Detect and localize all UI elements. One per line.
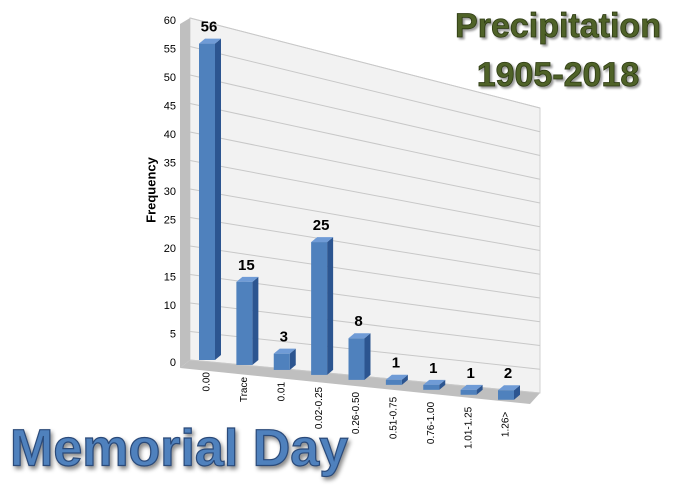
bar bbox=[273, 353, 290, 370]
y-axis-label: Frequency bbox=[143, 156, 158, 223]
x-tick-label: 0.02-0.25 bbox=[314, 386, 325, 429]
grid-line bbox=[189, 74, 541, 156]
bar bbox=[385, 379, 402, 385]
bar-side bbox=[364, 333, 371, 380]
y-tick-label: 50 bbox=[164, 72, 176, 84]
bar bbox=[311, 242, 328, 375]
bar-side bbox=[252, 276, 259, 365]
value-label: 3 bbox=[280, 329, 288, 346]
bar-side bbox=[327, 237, 334, 375]
bar bbox=[423, 384, 440, 390]
bar-top bbox=[498, 385, 520, 391]
bar bbox=[460, 389, 477, 395]
y-tick-label: 40 bbox=[164, 129, 176, 141]
bar bbox=[199, 43, 215, 360]
y-tick-label: 10 bbox=[164, 300, 176, 312]
caption: Memorial Day bbox=[10, 420, 348, 478]
grid-line bbox=[189, 245, 541, 299]
y-tick-label: 45 bbox=[164, 100, 176, 112]
grid-line bbox=[189, 160, 541, 228]
bar bbox=[236, 281, 253, 365]
y-tick-label: 20 bbox=[164, 243, 176, 255]
bar-top bbox=[460, 384, 483, 390]
grid-line bbox=[189, 103, 541, 180]
y-tick-label: 25 bbox=[164, 214, 176, 226]
y-tick-label: 5 bbox=[170, 328, 176, 340]
side-wall bbox=[180, 18, 190, 368]
value-label: 1 bbox=[392, 355, 400, 372]
x-tick-label: 0.51-0.75 bbox=[389, 396, 400, 439]
x-tick-label: 0.76-1.00 bbox=[426, 401, 437, 444]
floor bbox=[180, 360, 540, 404]
value-label: 15 bbox=[238, 257, 255, 274]
bar-side bbox=[401, 374, 408, 385]
bar-top bbox=[236, 276, 259, 282]
x-tick-label: 1.01-1.25 bbox=[463, 406, 474, 449]
y-tick-label: 55 bbox=[164, 43, 176, 55]
x-tick-label: 1.26> bbox=[501, 412, 512, 437]
bar-side bbox=[215, 38, 221, 360]
chart-title: Precipitation bbox=[455, 7, 661, 45]
bar-side bbox=[439, 379, 446, 390]
bar bbox=[348, 338, 365, 380]
value-label: 8 bbox=[354, 313, 362, 330]
bar bbox=[498, 390, 514, 400]
y-tick-label: 35 bbox=[164, 157, 176, 169]
bar-top bbox=[385, 374, 408, 380]
x-tick-label: 0.26-0.50 bbox=[351, 391, 362, 434]
grid-line bbox=[189, 217, 541, 275]
value-label: 25 bbox=[313, 217, 330, 234]
y-tick-label: 30 bbox=[164, 186, 176, 198]
chart-subtitle: 1905-2018 bbox=[477, 56, 640, 94]
y-tick-label: 15 bbox=[164, 271, 176, 283]
x-tick-label: 0.01 bbox=[276, 382, 287, 402]
bar-side bbox=[476, 384, 483, 395]
bar-side bbox=[289, 348, 296, 370]
bar-top bbox=[348, 333, 371, 339]
value-label: 1 bbox=[429, 360, 437, 377]
value-label: 56 bbox=[201, 19, 218, 36]
bar-top bbox=[311, 237, 334, 243]
value-label: 2 bbox=[504, 365, 512, 382]
grid-line bbox=[189, 17, 541, 109]
grid-line bbox=[189, 188, 541, 251]
value-label: 1 bbox=[466, 365, 474, 382]
x-tick-label: 0.00 bbox=[202, 372, 213, 392]
y-tick-label: 60 bbox=[164, 15, 176, 27]
x-tick-label: Trace bbox=[239, 377, 250, 403]
bar-top bbox=[199, 38, 221, 44]
bar-side bbox=[514, 385, 520, 400]
grid-line bbox=[189, 46, 541, 133]
grid-line bbox=[189, 131, 541, 204]
bar-top bbox=[273, 348, 296, 354]
y-tick-label: 0 bbox=[170, 357, 176, 369]
bar-top bbox=[423, 379, 446, 385]
